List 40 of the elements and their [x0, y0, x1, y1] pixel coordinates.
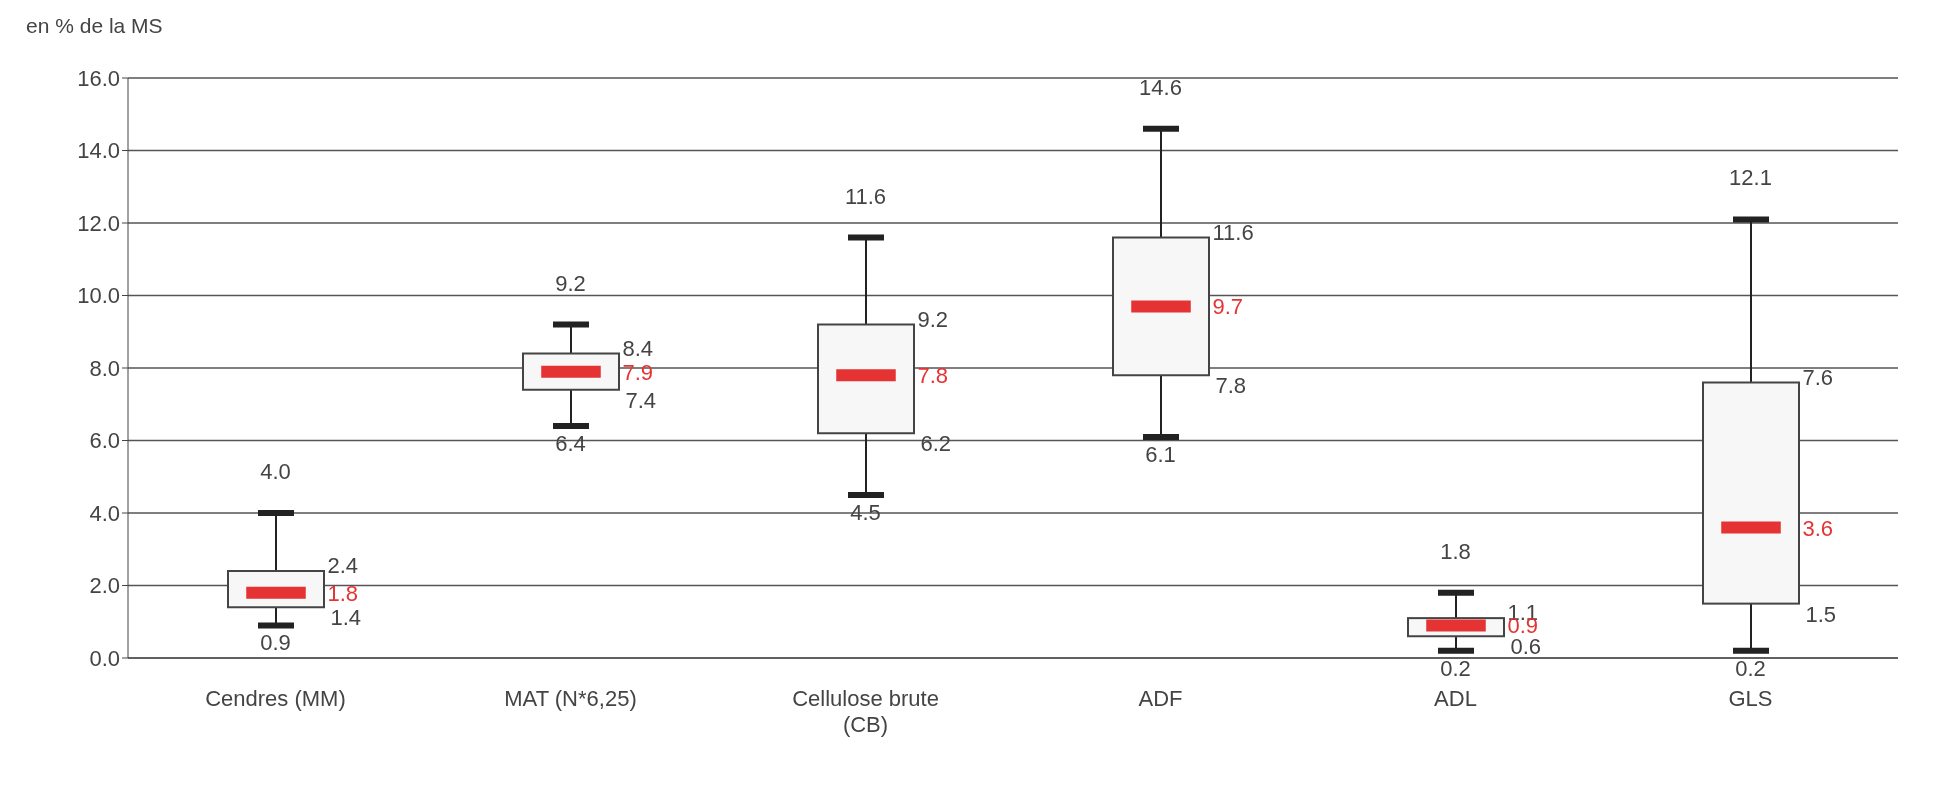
annotation: 7.4 — [625, 387, 657, 413]
annotation: 11.6 — [844, 183, 887, 209]
y-tick-label: 2.0 — [89, 573, 120, 599]
y-tick-label: 16.0 — [77, 65, 120, 91]
annotation: 1.8 — [1440, 538, 1471, 564]
annotation: 0.2 — [1440, 655, 1471, 681]
y-tick-label: 6.0 — [89, 428, 120, 454]
y-tick-label: 8.0 — [89, 355, 120, 381]
x-tick-label: GLS — [1728, 686, 1773, 711]
x-tick-label: Cendres (MM) — [205, 686, 346, 711]
annotation: 7.8 — [1215, 373, 1247, 399]
annotation: 12.1 — [1729, 165, 1772, 191]
x-tick-label: Cellulose brute (CB) — [792, 686, 939, 737]
annotation: 4.0 — [260, 459, 291, 484]
annotation: 11.6 — [1212, 219, 1254, 245]
annotation: 2.4 — [327, 553, 359, 578]
annotation: 9.2 — [555, 270, 586, 296]
annotation: 7.8 — [917, 363, 949, 389]
x-tick-label: ADL — [1434, 686, 1477, 711]
y-tick-label: 14.0 — [77, 138, 120, 164]
annotation: 1.4 — [330, 605, 362, 631]
annotation: 7.6 — [1802, 364, 1834, 390]
y-axis-title: en % de la MS — [26, 14, 163, 38]
x-tick-label: MAT (N*6,25) — [504, 686, 637, 711]
annotation: 9.7 — [1212, 294, 1244, 320]
y-tick-label: 0.0 — [89, 645, 120, 671]
annotation: 6.1 — [1145, 441, 1176, 467]
y-tick-label: 4.0 — [89, 500, 120, 526]
x-tick-label: ADF — [1138, 686, 1183, 711]
annotation: 0.2 — [1735, 655, 1766, 681]
annotation: 1.5 — [1805, 601, 1837, 627]
annotation: 0.6 — [1510, 634, 1542, 660]
annotation: 1.8 — [327, 580, 359, 606]
annotation: 14.6 — [1139, 74, 1182, 100]
annotation: 8.4 — [622, 335, 654, 361]
annotation: 9.2 — [917, 306, 949, 332]
annotation: 3.6 — [1802, 515, 1834, 541]
y-tick-label: 12.0 — [77, 210, 120, 236]
annotation: 0.9 — [260, 630, 291, 656]
y-tick-label: 10.0 — [77, 283, 120, 309]
